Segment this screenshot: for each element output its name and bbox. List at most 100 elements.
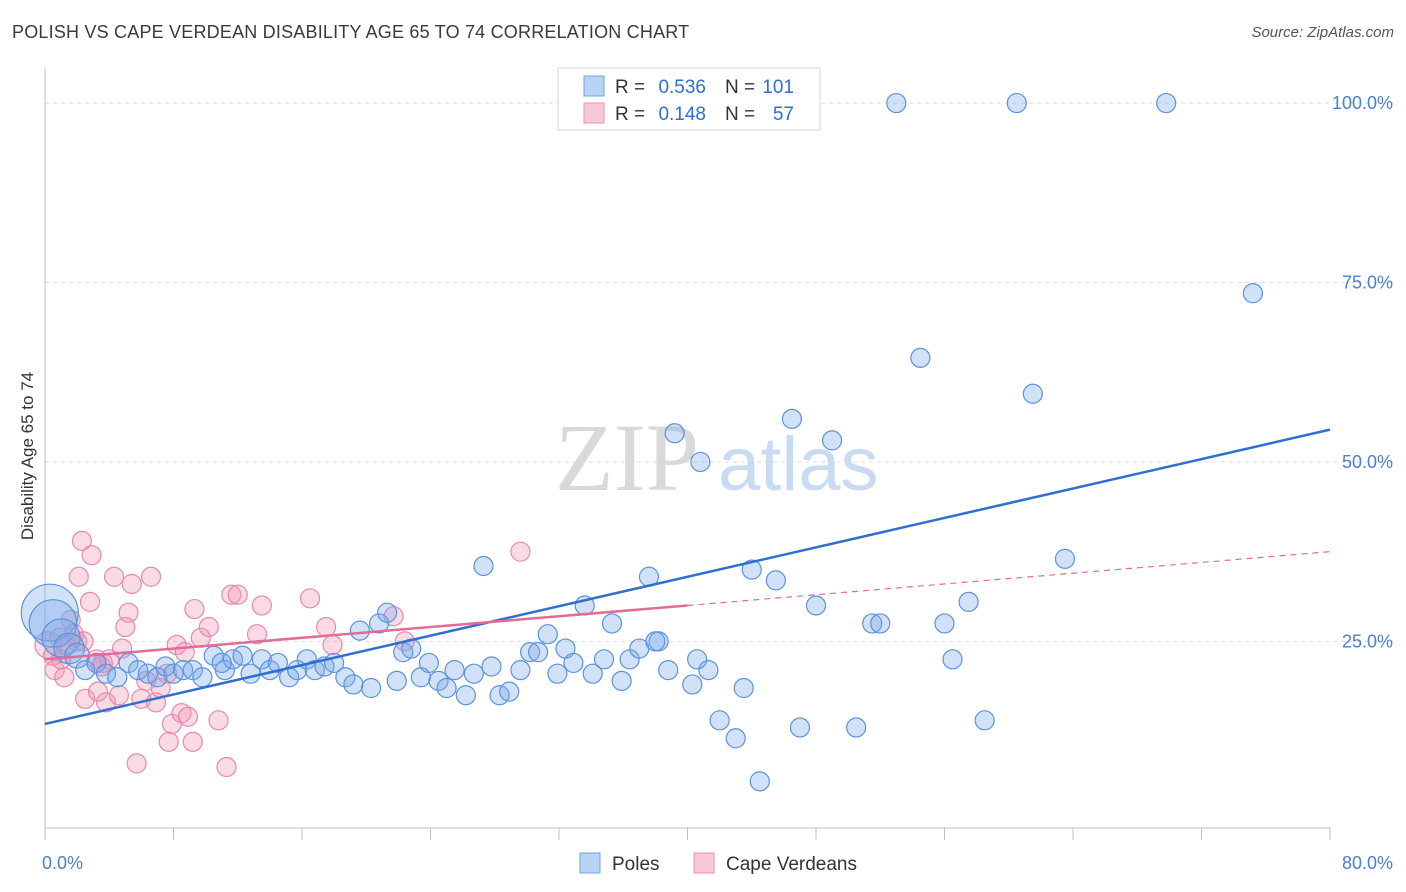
cape-verdean-point-11	[71, 530, 93, 551]
cape-verdean-point-49	[299, 588, 321, 609]
poles-point-37	[377, 602, 398, 623]
poles-point-25	[267, 652, 289, 674]
source-label: Source: ZipAtlas.com	[1251, 24, 1394, 41]
poles-point-79	[765, 570, 786, 591]
poles-point-89	[934, 613, 955, 634]
poles-point-61	[593, 649, 615, 670]
legend-n-value-1: 57	[773, 104, 794, 125]
poles-point-52	[510, 659, 531, 681]
y-tick-label-3: 100.0%	[1332, 93, 1393, 113]
poles-point-7	[95, 663, 117, 684]
cape-verdean-point-36	[171, 703, 192, 724]
legend-top: R = 0.536 N = 101 R = 0.148 N = 57	[557, 67, 821, 131]
poles-point-8	[107, 667, 128, 688]
legend-swatch-0	[583, 75, 605, 97]
poles-point-91	[958, 591, 979, 613]
poles-points	[20, 92, 1264, 792]
poles-point-96	[1156, 92, 1177, 114]
poles-point-68	[658, 659, 679, 681]
poles-point-93	[1006, 92, 1027, 114]
cape-verdean-point-37	[174, 642, 195, 663]
poles-point-12	[147, 667, 168, 688]
cape-verdean-point-38	[177, 706, 199, 727]
poles-point-42	[418, 652, 439, 674]
poles-point-75	[725, 728, 746, 749]
poles-point-70	[682, 674, 703, 695]
poles-point-60	[582, 663, 603, 684]
cape-verdean-point-47	[246, 624, 268, 645]
legend-n-label-0: N =	[725, 77, 755, 98]
poles-point-46	[455, 685, 476, 706]
cape-verdean-point-33	[158, 731, 179, 752]
poles-point-49	[481, 656, 502, 677]
poles-point-55	[537, 624, 558, 645]
watermark-zip: ZIP	[555, 404, 699, 511]
cape-verdean-point-24	[118, 602, 139, 623]
poles-point-78	[749, 771, 770, 792]
cape-verdean-point-45	[221, 584, 242, 605]
poles-point-5	[75, 659, 96, 681]
cape-verdean-point-43	[208, 710, 229, 731]
poles-point-48	[473, 555, 494, 577]
poles-point-1	[28, 599, 78, 648]
cape-verdean-point-46	[227, 584, 248, 605]
cape-verdean-point-26	[126, 753, 147, 774]
poles-point-38	[386, 670, 407, 691]
poles-point-44	[436, 677, 457, 699]
cape-verdean-point-50	[315, 616, 337, 638]
poles-point-23	[251, 649, 272, 670]
cape-verdean-point-40	[184, 598, 205, 620]
watermark-atlas: atlas	[718, 422, 879, 507]
y-axis-label: Disability Age 65 to 74	[18, 372, 37, 540]
bottom-legend-label-1: Cape Verdeans	[726, 854, 857, 875]
poles-point-92	[974, 710, 995, 731]
poles-point-56	[547, 663, 568, 684]
bottom-legend-label-0: Poles	[612, 854, 660, 875]
poles-point-90	[942, 649, 963, 670]
grid-layer	[45, 102, 1395, 642]
cape-verdean-point-54	[510, 541, 531, 562]
poles-point-43	[428, 670, 449, 691]
poles-point-69	[664, 423, 685, 444]
x-tick-label-0: 0.0%	[42, 853, 83, 873]
poles-point-36	[369, 613, 390, 634]
poles-point-84	[846, 717, 867, 738]
cape-verdean-point-48	[251, 595, 272, 616]
poles-point-86	[870, 613, 891, 634]
poles-point-72	[698, 659, 719, 681]
poles-point-0	[20, 583, 79, 642]
cape-verdean-point-12	[75, 688, 96, 709]
cape-verdean-point-10	[68, 566, 89, 587]
poles-point-82	[805, 595, 827, 616]
poles-point-63	[611, 670, 632, 691]
poles-point-99	[645, 631, 666, 652]
cape-verdean-point-51	[322, 634, 343, 656]
y-tick-label-2: 75.0%	[1342, 273, 1393, 293]
cape-verdean-point-44	[216, 756, 237, 778]
poles-point-98	[211, 652, 232, 674]
poles-point-13	[155, 656, 176, 677]
watermark: ZIP atlas	[555, 404, 879, 511]
cape-verdean-point-13	[79, 591, 101, 613]
cape-verdean-point-16	[87, 681, 109, 702]
cape-verdean-point-20	[103, 566, 125, 587]
bottom-legend-swatch-1	[693, 852, 715, 874]
legend-r-value-0: 0.536	[658, 77, 706, 98]
legend-bottom: Poles Cape Verdeans	[579, 852, 857, 875]
poles-point-94	[1022, 383, 1043, 404]
poles-point-83	[821, 430, 843, 451]
legend-r-value-1: 0.148	[658, 104, 706, 125]
poles-point-17	[192, 667, 213, 688]
poles-point-33	[343, 674, 364, 695]
poles-point-95	[1054, 548, 1076, 569]
y-tick-label-1: 50.0%	[1342, 452, 1393, 472]
legend-n-value-0: 101	[762, 77, 794, 98]
legend-n-label-1: N =	[725, 104, 755, 125]
trend-lines	[44, 428, 1331, 726]
y-tick-label-0: 25.0%	[1342, 631, 1393, 651]
poles-point-21	[232, 645, 253, 666]
poles-point-34	[349, 620, 370, 641]
poles-trend-line	[44, 428, 1331, 726]
legend-r-label-0: R =	[615, 77, 645, 98]
